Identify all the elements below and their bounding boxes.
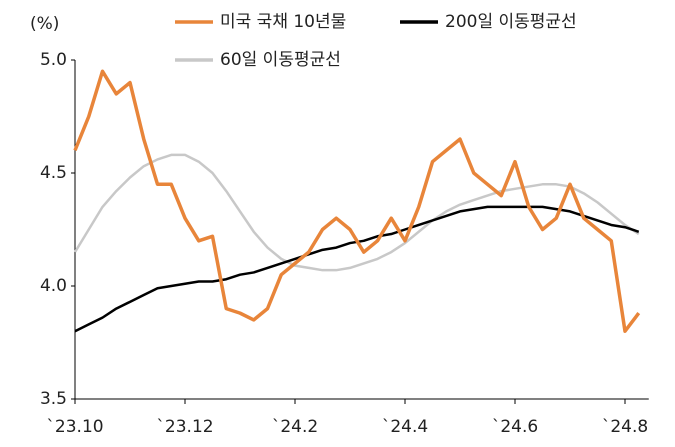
x-tick-label: `23.10: [46, 417, 103, 437]
x-tick-label: `24.6: [492, 417, 538, 437]
y-axis-label: (%): [30, 14, 59, 34]
x-tick-label: `24.8: [602, 417, 648, 437]
x-tick-label: `24.4: [382, 417, 428, 437]
series-line: [73, 69, 641, 333]
y-tick-label: 5.0: [40, 50, 67, 70]
series-line: [73, 153, 640, 272]
series-line: [74, 205, 640, 333]
y-tick-label: 4.0: [40, 276, 67, 296]
legend-label: 200일 이동평균선: [445, 12, 577, 32]
legend-label: 60일 이동평균선: [220, 50, 341, 70]
x-tick-label: `24.2: [272, 417, 318, 437]
y-tick-label: 3.5: [40, 389, 67, 409]
y-tick-label: 4.5: [40, 163, 67, 183]
legend-label: 미국 국채 10년물: [220, 12, 346, 32]
x-tick-label: `23.12: [156, 417, 213, 437]
